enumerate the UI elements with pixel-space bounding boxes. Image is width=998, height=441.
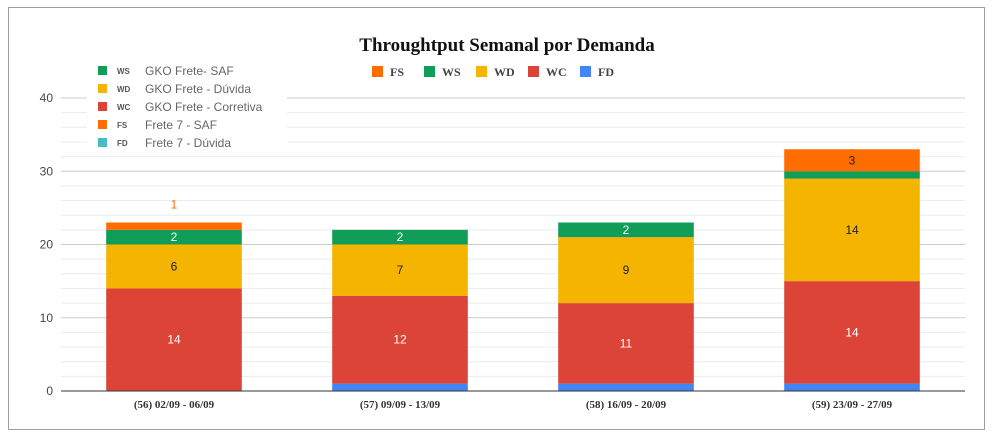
key-code: WC xyxy=(117,103,131,112)
bar-segment-ws xyxy=(784,171,920,179)
data-label: 1 xyxy=(171,198,178,212)
legend-label-wc: WC xyxy=(546,65,567,79)
key-code: FD xyxy=(117,139,128,148)
bar-segment-wd xyxy=(784,178,920,282)
bar-segment-fd xyxy=(558,383,694,391)
data-label: 14 xyxy=(845,325,859,339)
bar-segment-fs xyxy=(106,222,242,230)
data-label: 12 xyxy=(393,333,407,347)
category-label: (57) 09/09 - 13/09 xyxy=(360,399,441,411)
bar-segment-ws xyxy=(558,222,694,238)
bar-segment-wd xyxy=(106,244,242,289)
legend-swatch-wc xyxy=(528,66,539,77)
legend-label-fd: FD xyxy=(598,65,614,79)
data-label: 2 xyxy=(397,230,404,244)
data-label: 9 xyxy=(623,263,630,277)
data-label: 2 xyxy=(171,230,178,244)
data-label: 6 xyxy=(171,259,178,273)
category-label: (59) 23/09 - 27/09 xyxy=(812,399,893,411)
key-code: FS xyxy=(117,121,128,130)
key-box-background xyxy=(87,58,287,156)
data-label: 14 xyxy=(845,223,859,237)
key-description: GKO Frete - Dúvida xyxy=(145,82,251,96)
legend-swatch-fs xyxy=(372,66,383,77)
key-description: GKO Frete - Corretiva xyxy=(145,100,263,114)
bar-segment-wc xyxy=(332,295,468,384)
legend-label-fs: FS xyxy=(390,65,404,79)
data-label: 14 xyxy=(167,333,181,347)
legend: FS WS WD WC FD xyxy=(372,65,614,79)
bars: 1462111272111921141413 xyxy=(106,146,920,391)
bar-segment-wd xyxy=(558,237,694,304)
bar-segment-wc xyxy=(558,303,694,384)
stacked-bar-chart: Throughtput Semanal por Demanda 14621112… xyxy=(40,35,965,411)
y-tick-label: 0 xyxy=(46,384,53,398)
key-description: Frete 7 - SAF xyxy=(145,118,217,132)
bar-segment-fs xyxy=(784,149,920,172)
legend-label-ws: WS xyxy=(442,65,461,79)
key-box: WS GKO Frete- SAF WD GKO Frete - Dúvida WC GK… xyxy=(87,58,287,156)
bar-segment-wd xyxy=(332,244,468,296)
key-code: WD xyxy=(117,85,131,94)
y-tick-label: 20 xyxy=(40,238,54,252)
legend-swatch-ws xyxy=(424,66,435,77)
data-label: 7 xyxy=(397,263,404,277)
y-tick-label: 30 xyxy=(40,164,54,178)
key-swatch-wd xyxy=(98,84,107,93)
legend-swatch-wd xyxy=(476,66,487,77)
key-description: GKO Frete- SAF xyxy=(145,64,234,78)
bar-segment-fd xyxy=(332,383,468,391)
data-label: 2 xyxy=(623,223,630,237)
bar-segment-ws xyxy=(332,229,468,245)
category-label: (56) 02/09 - 06/09 xyxy=(134,399,215,411)
bar-segment-fd xyxy=(784,383,920,391)
data-label: 11 xyxy=(620,336,633,350)
chart-frame: Throughtput Semanal por Demanda 14621112… xyxy=(8,7,985,430)
category-label: (58) 16/09 - 20/09 xyxy=(586,399,667,411)
key-swatch-fd xyxy=(98,138,107,147)
key-swatch-fs xyxy=(98,120,107,129)
key-swatch-wc xyxy=(98,102,107,111)
bar-segment-wc xyxy=(106,288,242,391)
y-tick-label: 40 xyxy=(40,91,54,105)
key-code: WS xyxy=(117,67,131,76)
bar-segment-ws xyxy=(106,229,242,245)
key-swatch-ws xyxy=(98,66,107,75)
bar-segment-wc xyxy=(784,281,920,384)
legend-swatch-fd xyxy=(580,66,591,77)
chart-title: Throughtput Semanal por Demanda xyxy=(359,35,655,56)
data-label: 3 xyxy=(849,153,856,167)
y-tick-label: 10 xyxy=(40,311,54,325)
legend-label-wd: WD xyxy=(494,65,515,79)
key-description: Frete 7 - Dúvida xyxy=(145,136,231,150)
axes: 0 10 20 30 40 (56) 02/09 - 06/09 (57) 09/09 - … xyxy=(40,91,965,411)
